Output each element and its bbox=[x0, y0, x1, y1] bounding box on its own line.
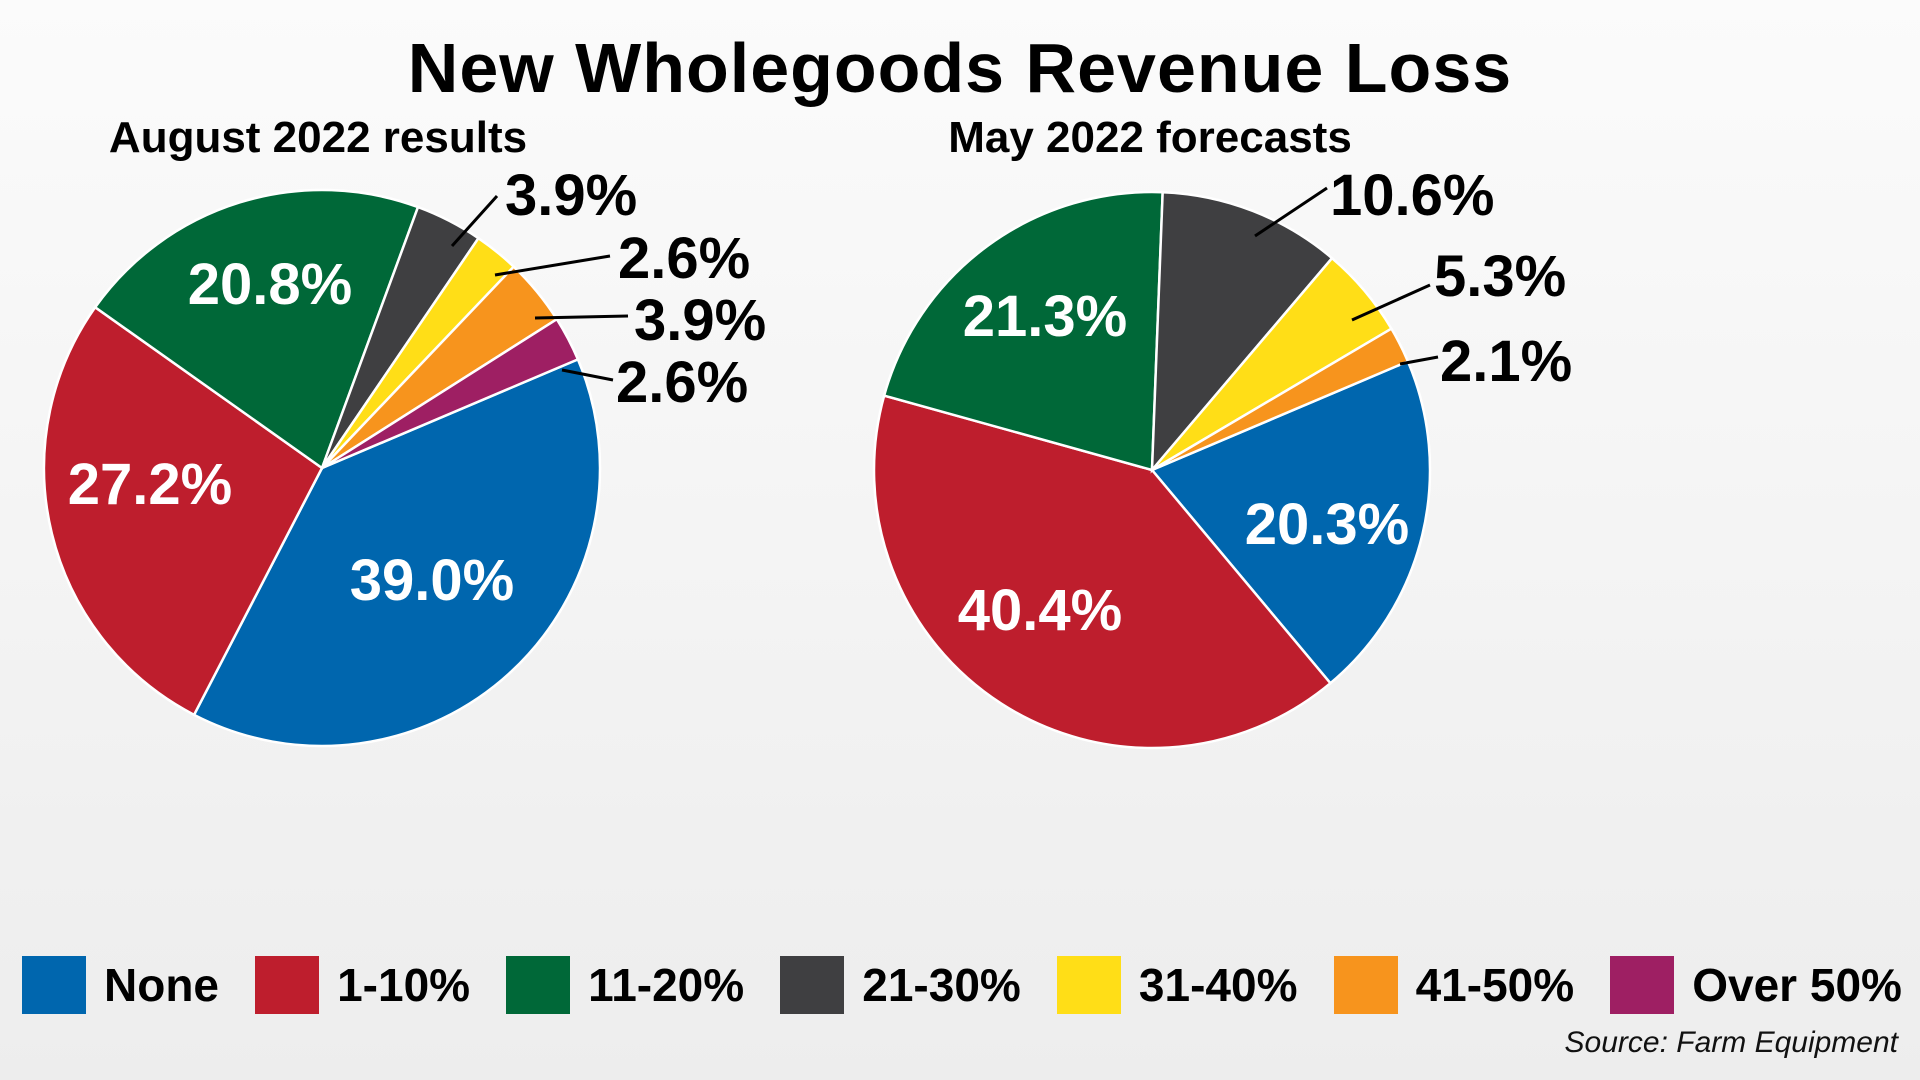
pie-subtitle: May 2022 forecasts bbox=[948, 113, 1352, 162]
pie-slice-21-30 bbox=[1150, 190, 1334, 474]
legend-label: None bbox=[104, 959, 219, 1011]
data-label: 10.6% bbox=[1330, 163, 1494, 228]
leader-line bbox=[561, 368, 614, 382]
source-note: Source: Farm Equipment bbox=[1564, 1026, 1898, 1059]
legend-item-none: None bbox=[22, 956, 219, 1014]
data-label: 27.2% bbox=[68, 452, 232, 517]
data-label: 2.6% bbox=[616, 350, 748, 415]
pie-subtitle: August 2022 results bbox=[109, 113, 527, 162]
legend-label: Over 50% bbox=[1692, 959, 1902, 1011]
leader-line bbox=[1399, 355, 1439, 366]
pie-slice-1-10 bbox=[872, 394, 1333, 750]
legend: None 1-10% 11-20% 21-30% 31-40% 41-50% Over 50… bbox=[22, 955, 1902, 1015]
leader-line bbox=[534, 314, 629, 320]
legend-item-31-40: 31-40% bbox=[1056, 956, 1298, 1014]
legend-swatch bbox=[1333, 956, 1398, 1014]
data-label: 21.3% bbox=[963, 284, 1127, 349]
data-label: 40.4% bbox=[958, 578, 1122, 643]
legend-item-21-30: 21-30% bbox=[780, 956, 1021, 1014]
leader-line bbox=[450, 194, 499, 248]
leader-line bbox=[1254, 186, 1328, 238]
data-label: 20.8% bbox=[188, 252, 352, 317]
data-label: 3.9% bbox=[505, 163, 637, 228]
chart-title: New Wholegoods Revenue Loss bbox=[407, 29, 1513, 107]
data-label: 39.0% bbox=[350, 548, 514, 613]
data-label: 2.1% bbox=[1440, 329, 1572, 394]
legend-swatch bbox=[506, 956, 571, 1014]
data-label: 5.3% bbox=[1434, 244, 1566, 309]
data-label: 2.6% bbox=[618, 226, 750, 291]
legend-label: 31-40% bbox=[1138, 959, 1298, 1011]
pie-slice-over-50 bbox=[321, 317, 580, 470]
legend-item-1-10: 1-10% bbox=[255, 956, 470, 1014]
legend-item-41-50: 41-50% bbox=[1333, 956, 1575, 1014]
pie-slice-1-10 bbox=[42, 305, 324, 717]
pie-chart-1: August 2022 results39.0%27.2%20.8%3.9%2.… bbox=[42, 113, 766, 748]
pie-slice-11-20 bbox=[93, 188, 420, 470]
legend-label: 41-50% bbox=[1415, 959, 1575, 1011]
pie-slice-11-20 bbox=[882, 190, 1164, 472]
legend-swatch bbox=[22, 956, 86, 1014]
legend-label: 1-10% bbox=[337, 959, 471, 1011]
data-label: 20.3% bbox=[1245, 492, 1409, 557]
legend-item-over-50: Over 50% bbox=[1610, 956, 1902, 1014]
legend-label: 11-20% bbox=[588, 959, 745, 1011]
legend-swatch bbox=[780, 956, 845, 1014]
legend-label: 21-30% bbox=[862, 959, 1021, 1011]
pie-slice-none bbox=[192, 357, 602, 748]
pie-chart-2: May 2022 forecasts 20.3% 40.4% 21.3% 10.6% 5.… bbox=[872, 113, 1572, 750]
legend-swatch bbox=[1610, 956, 1675, 1014]
data-label: 3.9% bbox=[634, 288, 766, 353]
legend-item-11-20: 11-20% bbox=[506, 956, 744, 1014]
leader-line bbox=[494, 254, 611, 277]
leader-line bbox=[1351, 283, 1431, 322]
legend-swatch bbox=[1056, 956, 1121, 1014]
legend-swatch bbox=[255, 956, 320, 1014]
